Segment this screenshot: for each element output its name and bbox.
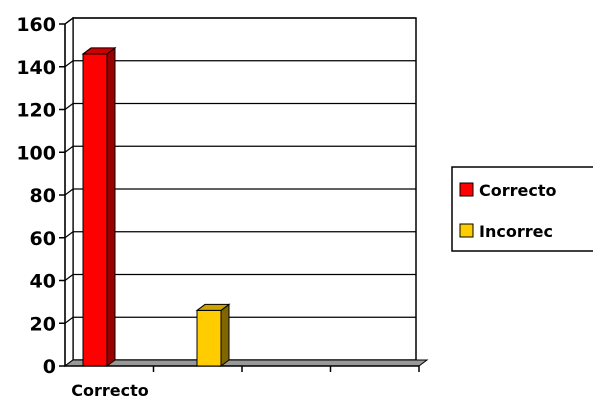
bar-top bbox=[195, 303, 231, 311]
gridline-depth bbox=[64, 188, 74, 196]
gridline-depth bbox=[64, 231, 74, 239]
bar-incorrec bbox=[195, 303, 231, 367]
bar-front bbox=[82, 53, 108, 367]
legend-label: Incorrec bbox=[479, 222, 553, 241]
axes bbox=[59, 23, 420, 372]
gridline-depth bbox=[64, 316, 74, 324]
gridline-depth bbox=[64, 103, 74, 110]
gridline-depth bbox=[64, 145, 74, 153]
gridline-depth bbox=[64, 274, 74, 281]
x-category-labels: Correcto bbox=[71, 381, 149, 400]
y-tick-label: 160 bbox=[16, 14, 56, 36]
bar-side bbox=[106, 46, 116, 367]
gridline-depth bbox=[64, 60, 74, 68]
y-tick-labels: 0 20 40 60 80 100 120 140 160 bbox=[16, 14, 56, 378]
chart-floor bbox=[63, 359, 429, 367]
y-tick-label: 120 bbox=[16, 100, 56, 122]
bar-top bbox=[81, 47, 117, 55]
legend: Correcto Incorrec bbox=[451, 166, 593, 252]
bar-side bbox=[220, 303, 230, 367]
y-tick-label: 20 bbox=[30, 313, 56, 335]
bar-correcto bbox=[81, 46, 117, 367]
y-tick-label: 40 bbox=[30, 271, 56, 293]
y-tick-label: 140 bbox=[16, 57, 56, 79]
y-tick-label: 80 bbox=[30, 185, 56, 207]
y-tick-label: 60 bbox=[30, 228, 56, 250]
legend-frame bbox=[451, 166, 593, 252]
bar-front bbox=[196, 309, 222, 367]
legend-swatch bbox=[459, 223, 474, 238]
gridlines bbox=[64, 17, 416, 324]
bars bbox=[81, 46, 231, 367]
chart-walls bbox=[63, 16, 429, 368]
y-tick-label: 100 bbox=[16, 142, 56, 164]
legend-label: Correcto bbox=[479, 181, 557, 200]
x-category-label: Correcto bbox=[71, 381, 149, 400]
gridline-depth bbox=[64, 17, 74, 25]
y-tick-label: 0 bbox=[43, 356, 56, 378]
legend-swatch bbox=[459, 182, 474, 197]
